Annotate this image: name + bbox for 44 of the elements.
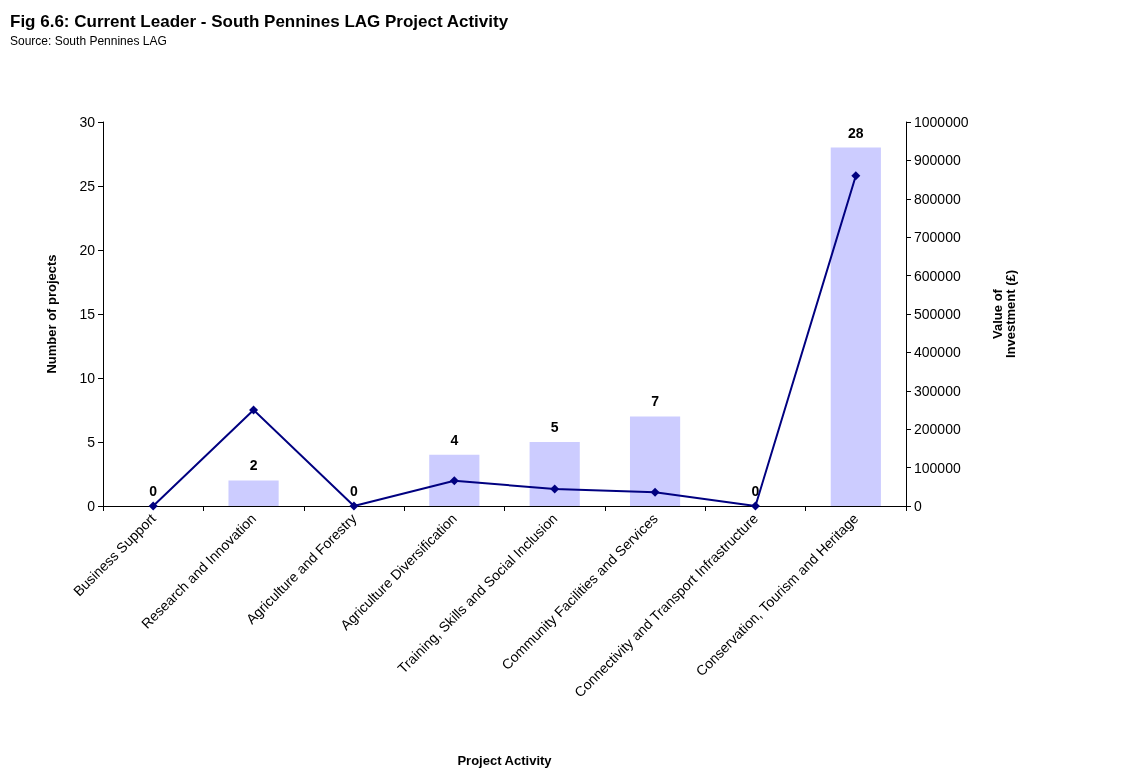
point	[650, 487, 660, 497]
bar	[228, 480, 279, 506]
y-tick-label: 10	[79, 370, 96, 386]
data-label: 7	[651, 393, 660, 410]
y-tick-label: 30	[79, 114, 96, 130]
bar	[629, 416, 681, 506]
y2-tick-label: 800000	[914, 190, 961, 207]
data-label: 0	[350, 483, 359, 499]
data-label: 4	[450, 431, 459, 448]
data-label: 28	[848, 124, 864, 141]
source-note: Source: South Pennines LAG	[10, 34, 167, 48]
bar	[529, 442, 580, 506]
y2-tick-label: 400000	[914, 344, 961, 361]
y2-tick-label: 900000	[914, 152, 961, 169]
x-axis-title: Project Activity	[457, 753, 553, 768]
data-label: 0	[751, 483, 760, 499]
y2-tick-label: 200000	[914, 421, 961, 438]
point	[851, 171, 861, 181]
y2-tick-label: 1000000	[914, 114, 969, 130]
y2-tick-label: 100000	[914, 459, 961, 476]
point	[750, 501, 760, 511]
y2-tick-label: 700000	[914, 229, 961, 246]
y2-tick-label: 0	[914, 498, 922, 514]
point	[449, 476, 459, 486]
chart-title: Fig 6.6: Current Leader - South Pennines LAG Project Activity	[10, 12, 509, 31]
bar	[429, 454, 480, 506]
point	[550, 484, 560, 494]
y-tick-label: 5	[87, 434, 96, 450]
y-axis-title: Number of projects	[44, 254, 59, 374]
y2-axis-title: Value of Investment (£)	[990, 269, 1018, 359]
data-label: 5	[550, 419, 559, 435]
data-label: 2	[249, 457, 258, 474]
y2-tick-label: 300000	[914, 382, 961, 399]
point	[148, 501, 158, 511]
y2-tick-label: 600000	[914, 267, 961, 284]
y-tick-label: 25	[79, 178, 96, 194]
point	[249, 405, 259, 415]
y-tick-label: 15	[79, 306, 96, 322]
y-tick-label: 20	[79, 242, 96, 258]
point	[349, 501, 359, 511]
data-label: 0	[149, 483, 158, 499]
bar	[830, 147, 881, 506]
y2-tick-label: 500000	[914, 306, 961, 322]
y-tick-label: 0	[87, 498, 96, 514]
